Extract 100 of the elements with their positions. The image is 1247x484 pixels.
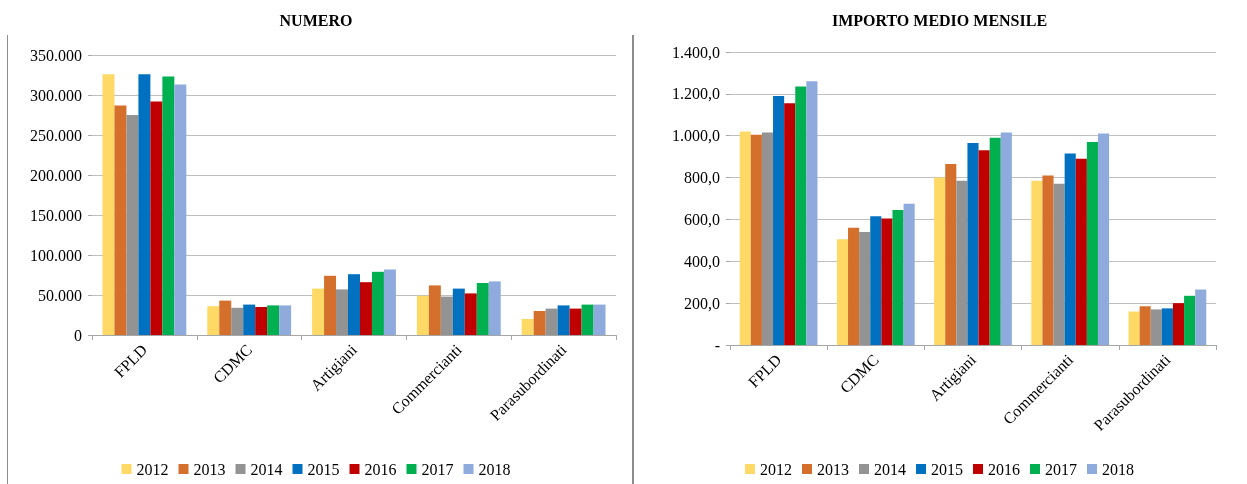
y-tick-label: 300.000 [30, 86, 82, 104]
bar [1150, 309, 1162, 345]
bar [593, 304, 606, 335]
bar [162, 76, 175, 335]
bar [312, 288, 325, 335]
bar [231, 307, 244, 335]
bar [806, 81, 818, 345]
bar [956, 180, 968, 345]
legend-label: 2017 [1045, 460, 1077, 478]
bar [989, 137, 1001, 345]
bar [892, 210, 904, 345]
bar [1139, 306, 1151, 345]
chart-title: IMPORTO MEDIO MENSILE [831, 11, 1048, 29]
legend-label: 2014 [250, 460, 283, 478]
bar [945, 163, 957, 345]
y-tick-label: 200,0 [684, 294, 720, 312]
legend-label: 2014 [874, 460, 906, 478]
bar [1031, 180, 1043, 345]
bar [1042, 175, 1054, 345]
bar [978, 150, 990, 345]
bar [521, 319, 534, 335]
legend-label: 2016 [364, 460, 397, 478]
bar [138, 74, 151, 335]
bar [1075, 158, 1087, 345]
bar [761, 132, 774, 345]
bar [934, 177, 946, 345]
bar [452, 288, 465, 335]
bar [114, 105, 127, 335]
y-tick-label: 350.000 [30, 46, 82, 64]
bar [348, 274, 360, 335]
bar [488, 281, 501, 335]
bar [1161, 308, 1173, 345]
y-tick-label: 800,0 [684, 169, 720, 187]
bar [557, 305, 570, 335]
bar [1172, 303, 1185, 345]
y-tick-label: 1.000,0 [672, 127, 720, 145]
bar [324, 275, 337, 335]
bar [102, 74, 115, 335]
y-tick-label: 150.000 [30, 206, 82, 224]
legend-label: 2013 [193, 460, 226, 478]
bar [1184, 295, 1196, 345]
legend-label: 2017 [421, 460, 454, 478]
y-tick-label: 200.000 [30, 166, 82, 184]
bar [1128, 311, 1140, 345]
y-tick-label: 1.400,0 [672, 43, 720, 61]
bar [870, 216, 882, 345]
bar [243, 304, 256, 335]
bar [279, 305, 292, 335]
bar [219, 300, 232, 335]
y-tick-label: 100.000 [30, 246, 82, 264]
legend-label: 2013 [817, 460, 849, 478]
y-tick-label: 600,0 [684, 210, 720, 228]
bar [1064, 153, 1076, 345]
y-tick-label: 250.000 [30, 126, 82, 144]
bar [967, 143, 979, 345]
bar [464, 293, 477, 335]
bar [150, 101, 163, 335]
bar [1086, 141, 1098, 345]
bar [581, 304, 594, 335]
bar [1097, 133, 1110, 345]
bar [1053, 183, 1065, 345]
bar [428, 285, 441, 335]
bar [569, 308, 582, 335]
bar [126, 115, 139, 335]
bar [476, 283, 489, 335]
bar [371, 271, 384, 335]
bar [848, 227, 860, 345]
bar [1000, 132, 1012, 345]
bar [739, 131, 751, 345]
legend-label: 2015 [307, 460, 340, 478]
bar [359, 282, 372, 335]
y-tick-label: 50.000 [38, 286, 82, 304]
y-tick-label: 0 [74, 326, 82, 344]
legend-label: 2018 [1102, 460, 1134, 478]
bar [383, 269, 396, 335]
bar [881, 218, 893, 345]
bar [784, 103, 796, 345]
y-tick-label: - [714, 336, 720, 354]
legend-label: 2012 [136, 460, 169, 478]
legend-label: 2018 [478, 460, 511, 478]
bar [533, 311, 546, 335]
bar [859, 231, 871, 345]
bar [773, 95, 785, 345]
bar [207, 306, 220, 335]
legend-label: 2012 [760, 460, 792, 478]
bar [750, 134, 762, 345]
bar [1195, 289, 1207, 345]
legend-label: 2016 [988, 460, 1020, 478]
y-tick-label: 1.200,0 [672, 85, 720, 103]
bar [795, 86, 807, 345]
bar [545, 308, 558, 335]
y-tick-label: 400,0 [684, 252, 720, 270]
legend-label: 2015 [931, 460, 963, 478]
chart-title: NUMERO [279, 11, 353, 29]
bar [416, 295, 429, 335]
bar [174, 84, 187, 335]
bar [836, 239, 849, 345]
bar [255, 307, 268, 335]
bar [336, 289, 349, 335]
bar [267, 305, 280, 335]
